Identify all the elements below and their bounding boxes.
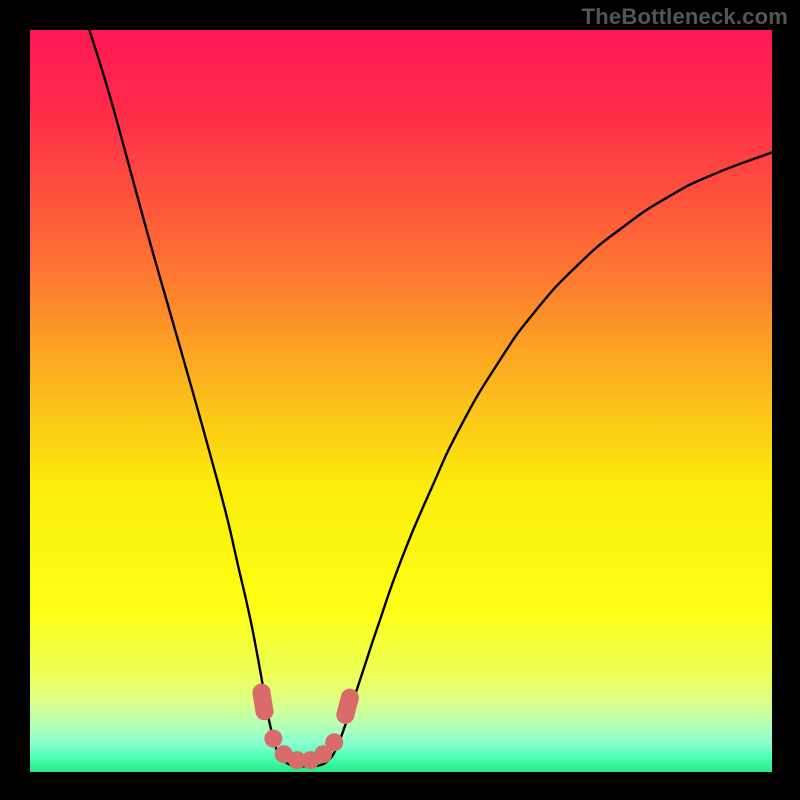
marker-dot — [255, 702, 273, 720]
marker-dot — [325, 733, 343, 751]
chart-frame: TheBottleneck.com — [0, 0, 800, 800]
plot-area — [30, 30, 772, 772]
marker-dot — [253, 684, 271, 702]
watermark-text: TheBottleneck.com — [582, 4, 788, 30]
marker-dot — [336, 706, 354, 724]
chart-background — [30, 30, 772, 772]
marker-dot — [341, 689, 359, 707]
chart-svg — [30, 30, 772, 772]
marker-dot — [264, 730, 282, 748]
